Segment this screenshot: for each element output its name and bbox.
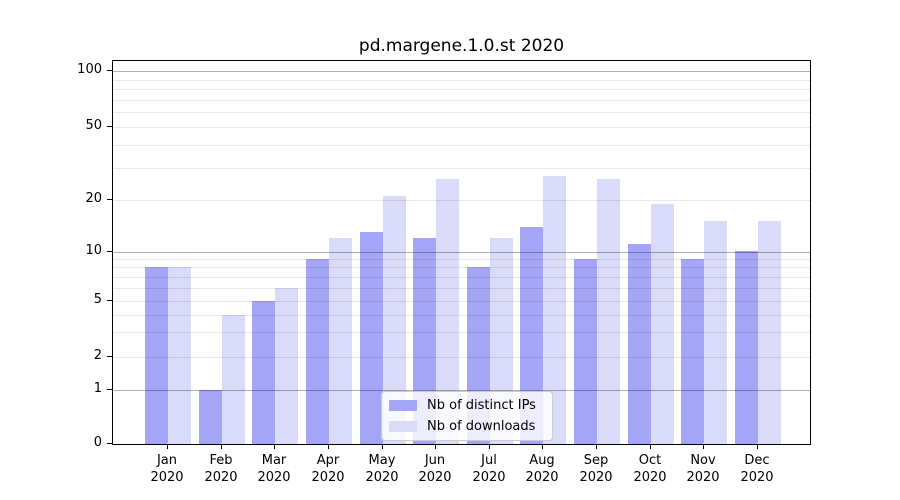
x-tick-mark-jul [489,444,490,449]
bar-distinct-ips-may [360,232,383,444]
y-tick-mark-20 [107,199,112,200]
bar-downloads-feb [222,315,245,444]
y-tick-mark-0 [107,443,112,444]
x-tick-mark-jun [435,444,436,449]
bar-downloads-mar [275,288,298,444]
gridline-5 [113,300,810,302]
x-tick-mark-jan [167,444,168,449]
x-tick-label-jul: Jul 2020 [472,453,506,485]
x-tick-label-jun: Jun 2020 [418,453,452,485]
y-tick-mark-50 [107,126,112,127]
bar-downloads-sep [597,179,620,444]
bar-distinct-ips-nov [681,259,704,444]
gridline-2 [113,356,810,358]
gridline-8 [113,266,810,268]
bar-distinct-ips-jan [145,267,168,444]
bar-distinct-ips-mar [252,301,275,444]
bar-downloads-apr [329,238,352,444]
gridline-7 [113,276,810,278]
gridline-1 [113,389,810,391]
y-tick-label-20: 20 [85,191,102,206]
x-tick-label-sep: Sep 2020 [579,453,613,485]
x-tick-label-feb: Feb 2020 [204,453,238,485]
y-tick-label-50: 50 [85,118,102,133]
bar-distinct-ips-sep [574,259,597,444]
legend-swatch-distinct-ips [389,400,417,411]
y-tick-label-10: 10 [85,243,102,258]
x-tick-mark-nov [703,444,704,449]
gridline-30 [113,167,810,169]
legend-row-downloads: Nb of downloads [389,419,545,434]
gridline-70 [113,99,810,101]
x-tick-label-oct: Oct 2020 [633,453,667,485]
y-tick-mark-100 [107,70,112,71]
gridline-9 [113,258,810,260]
chart-title: pd.margene.1.0.st 2020 [358,36,565,56]
gridlines-layer [113,61,810,444]
bar-downloads-jun [436,179,459,444]
x-tick-label-mar: Mar 2020 [257,453,291,485]
plot-area: Nb of distinct IPs Nb of downloads [112,60,811,445]
y-tick-label-2: 2 [93,348,102,363]
x-tick-mark-may [382,444,383,449]
y-tick-label-0: 0 [93,435,102,450]
x-tick-label-nov: Nov 2020 [686,453,720,485]
x-tick-mark-dec [757,444,758,449]
x-tick-mark-mar [274,444,275,449]
y-tick-label-100: 100 [77,62,102,77]
x-tick-mark-oct [650,444,651,449]
bar-distinct-ips-oct [628,244,651,444]
x-tick-label-may: May 2020 [365,453,399,485]
bar-downloads-may [383,196,406,444]
gridline-10 [113,251,810,253]
x-tick-mark-feb [221,444,222,449]
bar-downloads-dec [758,221,781,444]
gridline-60 [113,111,810,113]
gridline-4 [113,314,810,316]
bar-distinct-ips-aug [520,227,543,444]
gridline-3 [113,331,810,333]
x-tick-label-apr: Apr 2020 [311,453,345,485]
gridline-20 [113,199,810,201]
y-tick-label-5: 5 [93,292,102,307]
gridline-6 [113,287,810,289]
bar-downloads-nov [704,221,727,444]
legend-swatch-downloads [389,421,417,432]
x-tick-label-dec: Dec 2020 [740,453,774,485]
bar-downloads-oct [651,204,674,444]
bar-distinct-ips-feb [199,390,222,444]
gridline-50 [113,126,810,128]
gridline-80 [113,88,810,90]
x-tick-mark-sep [596,444,597,449]
y-tick-mark-2 [107,356,112,357]
legend-label-downloads: Nb of downloads [427,419,536,434]
bar-distinct-ips-dec [735,251,758,444]
x-tick-label-aug: Aug 2020 [525,453,559,485]
x-tick-label-jan: Jan 2020 [150,453,184,485]
gridline-90 [113,79,810,81]
legend-label-distinct-ips: Nb of distinct IPs [427,398,536,413]
bar-downloads-jan [168,267,191,444]
bar-downloads-aug [543,176,566,444]
y-tick-label-1: 1 [93,381,102,396]
y-tick-mark-10 [107,251,112,252]
bar-distinct-ips-apr [306,259,329,444]
gridline-100 [113,70,810,72]
x-tick-mark-apr [328,444,329,449]
y-tick-mark-1 [107,389,112,390]
legend-row-distinct-ips: Nb of distinct IPs [389,398,545,413]
y-tick-mark-5 [107,300,112,301]
x-tick-mark-aug [542,444,543,449]
gridline-40 [113,144,810,146]
legend: Nb of distinct IPs Nb of downloads [381,391,553,441]
